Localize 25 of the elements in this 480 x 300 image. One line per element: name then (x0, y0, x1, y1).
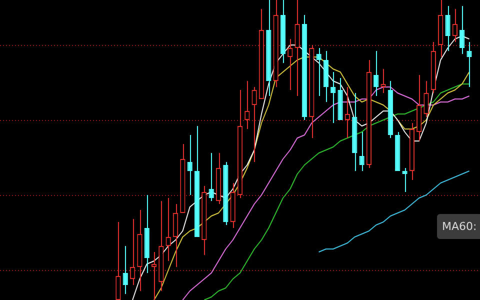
candlestick (130, 218, 136, 286)
candlestick (452, 8, 458, 42)
candlestick (460, 6, 465, 54)
candlestick (424, 80, 429, 118)
candlestick (122, 246, 128, 294)
candlestick (374, 50, 379, 96)
candlestick (445, 6, 450, 52)
candlestick (151, 252, 157, 300)
candlestick (294, 0, 300, 96)
candlestick (172, 204, 178, 268)
candlestick (187, 134, 192, 196)
candlestick (344, 86, 350, 138)
candlestick (252, 86, 257, 162)
candlestick (359, 132, 364, 172)
candlestick (380, 68, 386, 94)
candlestick (116, 222, 121, 300)
candlestick (402, 168, 408, 192)
candlestick (316, 48, 322, 96)
candlestick (288, 38, 293, 90)
annotation: MA60: (437, 214, 480, 239)
candlestick (330, 72, 336, 124)
candlestick (466, 42, 472, 88)
candlestick (244, 80, 250, 130)
candlestick (208, 152, 214, 202)
candlestick (166, 198, 171, 262)
